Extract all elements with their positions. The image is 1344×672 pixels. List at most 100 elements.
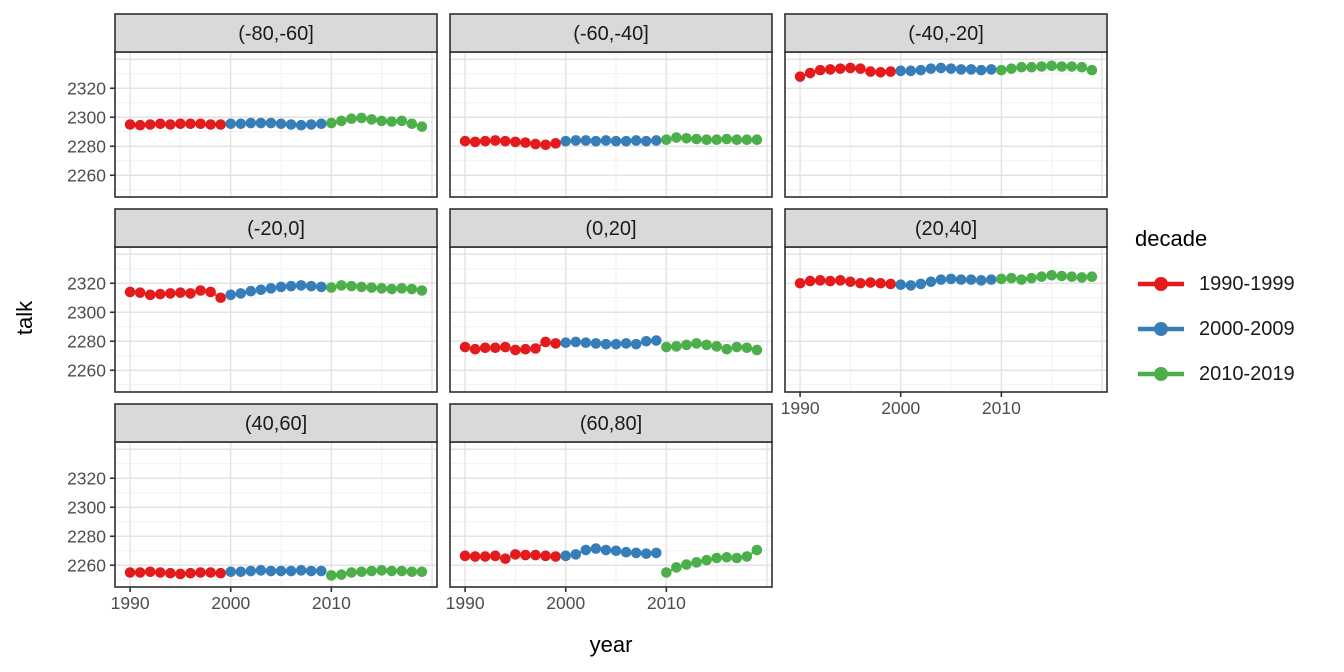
data-point [691, 338, 702, 349]
data-point [124, 567, 136, 578]
data-point [570, 549, 582, 560]
data-point [346, 567, 357, 578]
data-point [945, 273, 957, 285]
data-point [500, 553, 511, 565]
x-tick-label: 1990 [446, 593, 485, 613]
data-point [396, 565, 408, 577]
data-point [530, 343, 541, 354]
data-point [895, 279, 907, 291]
data-point [721, 551, 733, 563]
data-point [479, 135, 491, 147]
data-point [154, 288, 166, 300]
data-point [620, 135, 632, 147]
data-point [905, 65, 917, 77]
data-point [935, 274, 947, 285]
data-point [356, 281, 367, 293]
data-point [255, 284, 267, 296]
data-point [640, 548, 652, 559]
facet-strip-label: (-60,-40] [573, 23, 649, 45]
data-point [134, 119, 146, 131]
facet-strip [784, 13, 1108, 53]
data-point [955, 274, 967, 285]
data-point [814, 275, 826, 286]
data-point [681, 132, 692, 144]
data-point [245, 117, 257, 129]
data-point [520, 549, 531, 561]
data-point [376, 565, 387, 576]
data-point [845, 62, 856, 74]
data-point [835, 275, 846, 286]
data-point [275, 118, 287, 130]
data-point [540, 139, 551, 151]
data-point [336, 569, 347, 580]
legend-entry: 1990-1999 [1135, 272, 1340, 296]
data-point [459, 550, 471, 562]
data-point [600, 135, 612, 146]
panel-background [450, 52, 772, 197]
data-point [671, 341, 682, 352]
data-point [326, 282, 337, 293]
data-point [165, 567, 176, 579]
y-tick-label: 2280 [67, 331, 106, 351]
data-point [610, 135, 622, 147]
data-point [235, 288, 247, 299]
data-point [610, 545, 622, 557]
facet-strip-label: (0,20] [585, 218, 636, 240]
data-point [701, 134, 712, 146]
data-point [580, 135, 592, 146]
data-point [185, 567, 196, 579]
data-point [245, 285, 257, 297]
facet-strip-label: (-80,-60] [238, 23, 314, 45]
data-point [935, 62, 947, 74]
data-point [965, 64, 977, 75]
data-point [489, 135, 501, 146]
data-point [479, 342, 491, 354]
data-point [124, 119, 136, 130]
facet-strip [114, 13, 438, 53]
data-point [721, 133, 733, 145]
data-point [1056, 270, 1068, 282]
data-point [1066, 61, 1078, 72]
data-point [459, 341, 471, 353]
data-point [510, 136, 521, 148]
data-point [326, 117, 337, 129]
x-tick-label: 1990 [111, 593, 150, 613]
data-point [661, 134, 672, 146]
data-point [336, 115, 347, 127]
data-point [1046, 60, 1057, 72]
data-point [794, 277, 806, 289]
data-point [620, 338, 632, 349]
data-point [205, 567, 216, 578]
data-point [885, 278, 896, 290]
data-point [711, 552, 722, 564]
data-point [489, 550, 501, 562]
data-point [1006, 272, 1017, 284]
facet-panel: (-20,0] 2260 2280 2300 2320 [67, 208, 438, 393]
data-point [305, 565, 317, 577]
data-point [640, 135, 652, 147]
data-point [814, 64, 826, 76]
data-point [134, 567, 146, 578]
data-point [366, 565, 377, 577]
data-point [185, 288, 196, 299]
data-point [255, 565, 267, 576]
data-point [479, 551, 491, 562]
data-point [165, 119, 176, 130]
legend-title: decade [1135, 226, 1208, 251]
data-point [315, 281, 327, 293]
legend-entry: 2000-2009 [1135, 317, 1340, 341]
data-point [580, 337, 592, 349]
data-point [469, 343, 481, 355]
data-point [610, 338, 622, 350]
data-point [580, 544, 592, 556]
data-point [225, 566, 237, 578]
legend-key-point [1154, 367, 1168, 381]
data-point [1066, 271, 1078, 283]
data-point [751, 344, 763, 356]
data-point [570, 336, 582, 348]
y-tick-label: 2320 [67, 273, 106, 293]
facet-panel: (20,40] 1990 2000 2010 [781, 208, 1108, 418]
y-tick-label: 2260 [67, 555, 106, 575]
data-point [295, 119, 307, 131]
